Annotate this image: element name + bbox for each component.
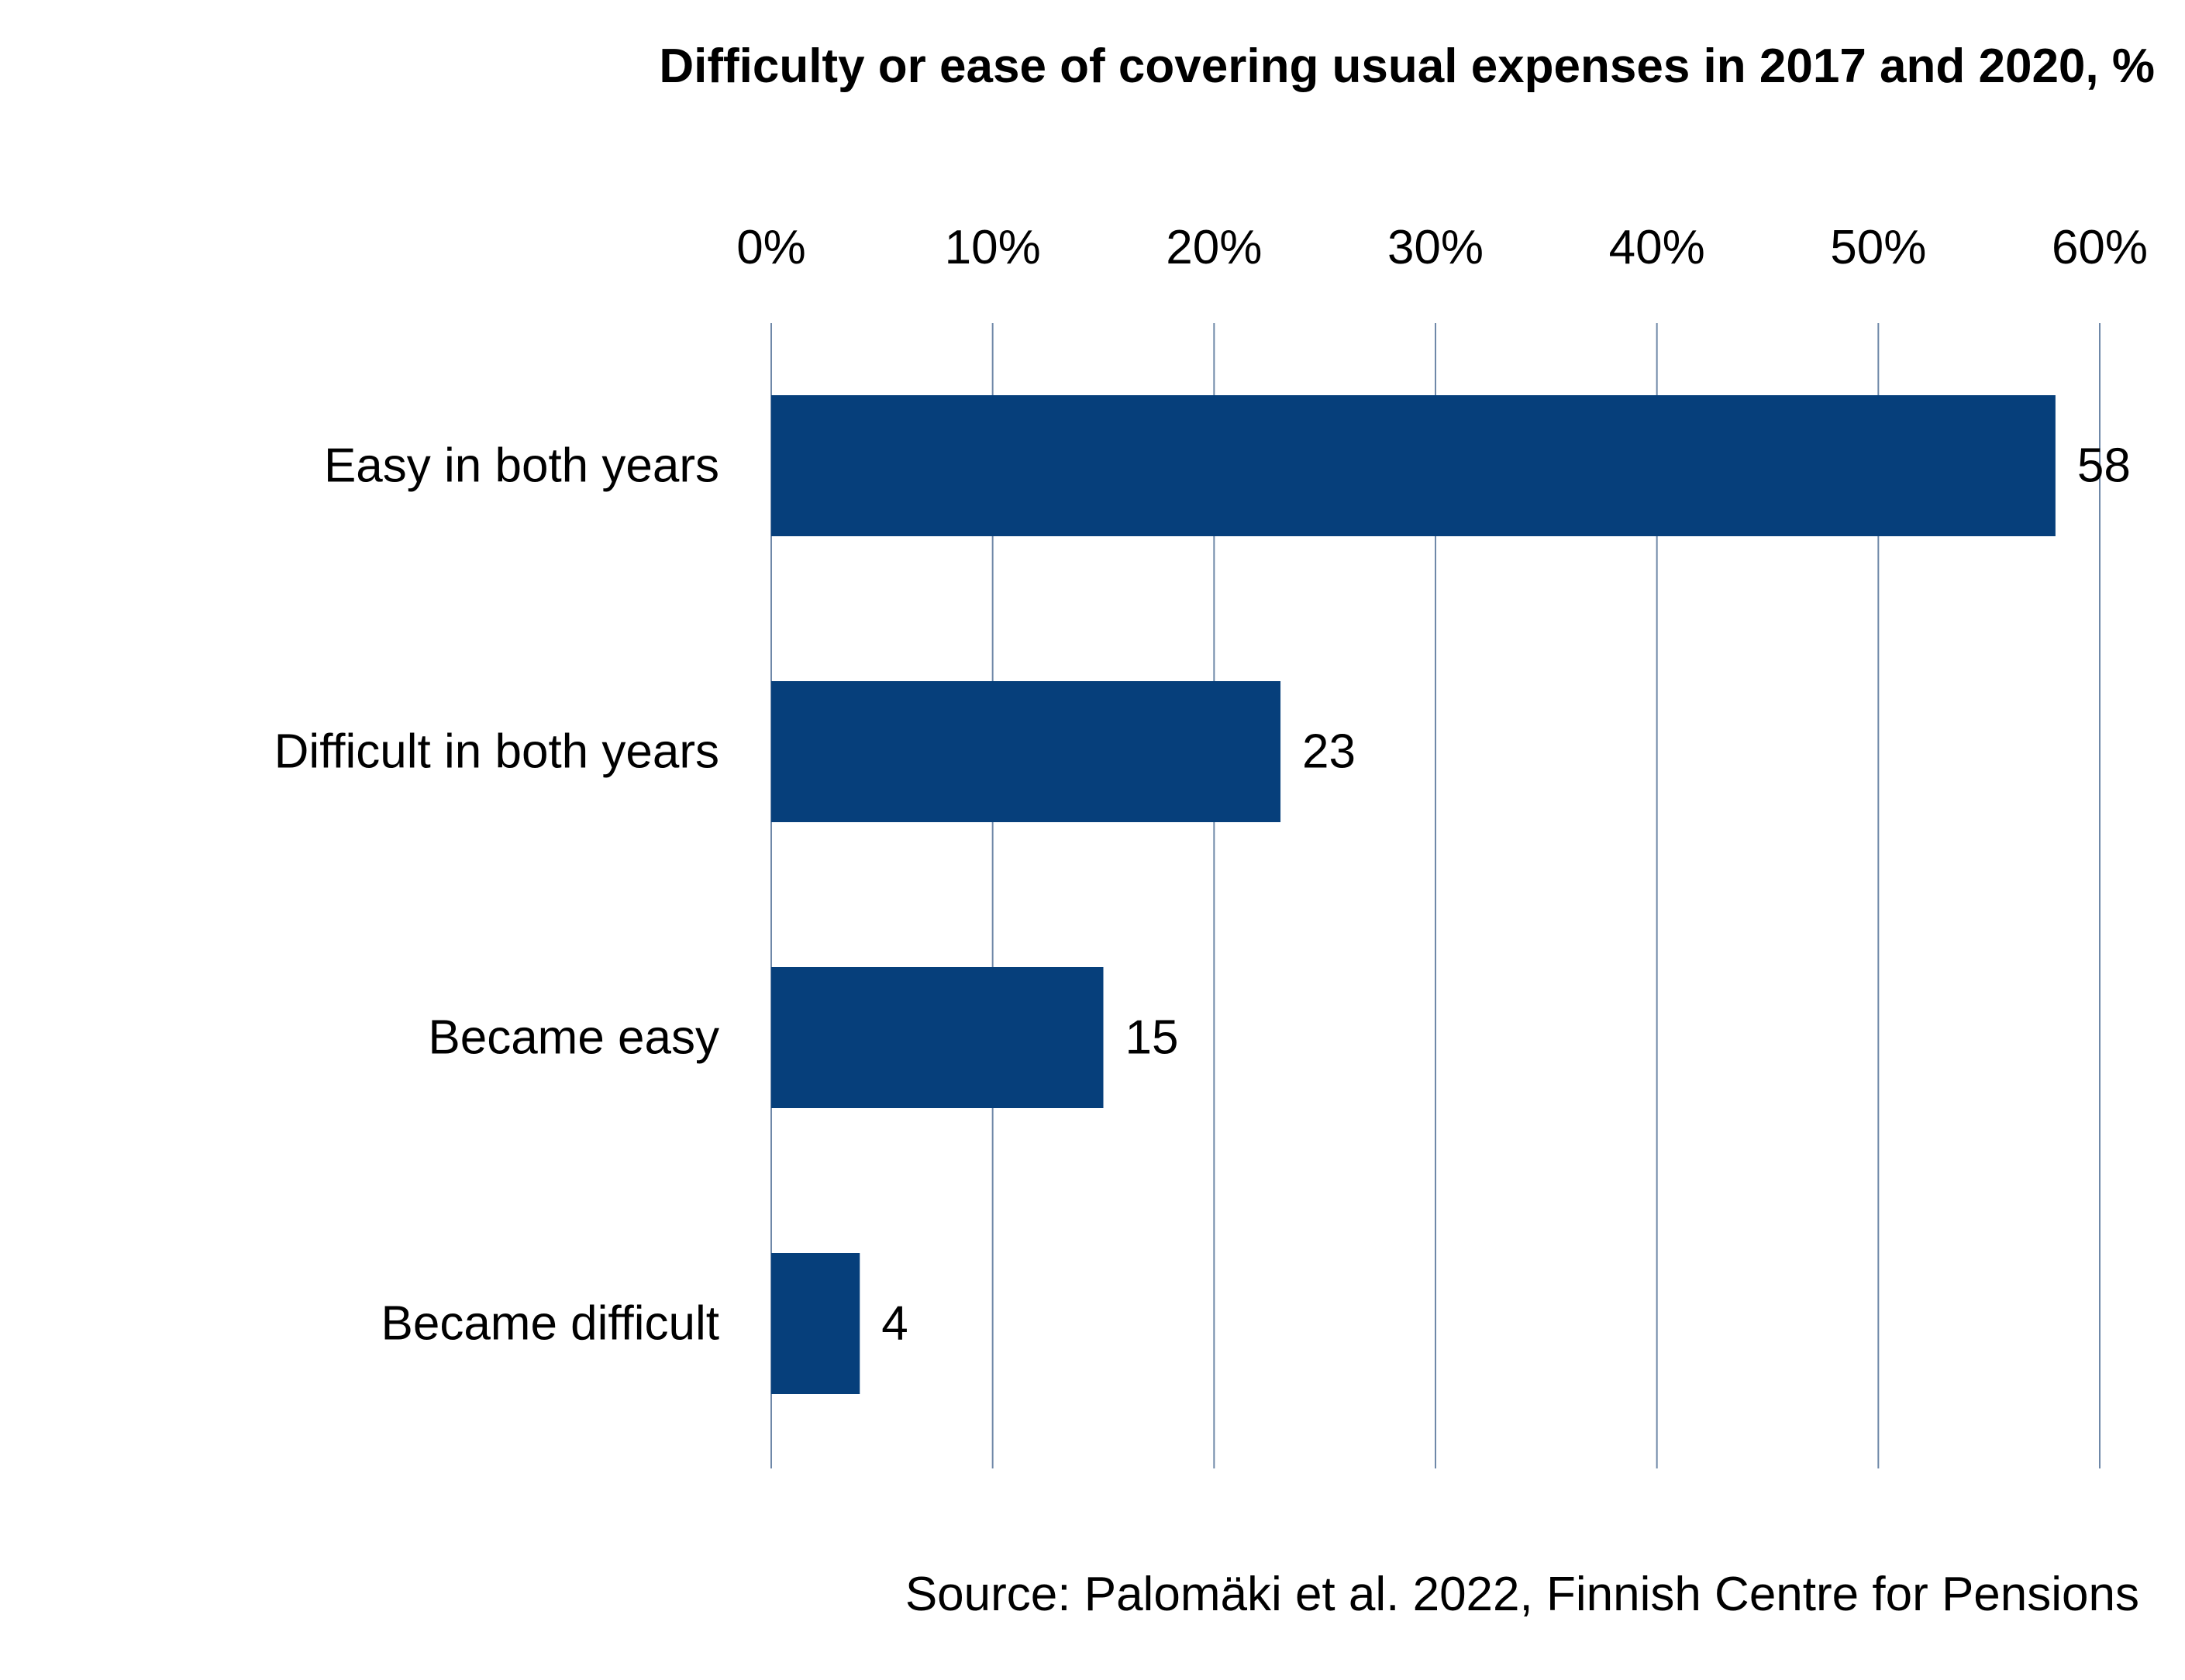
tick-label-0: 0% [736, 221, 806, 274]
category-label-became-easy: Became easy [428, 1011, 719, 1065]
tick-label-30: 30% [1387, 221, 1484, 274]
category-label-easy-in-both-years: Easy in both years [324, 439, 719, 493]
tick-label-50: 50% [1830, 221, 1926, 274]
category-labels: Easy in both years Difficult in both year… [274, 439, 719, 1351]
value-label-easy-in-both-years: 58 [2077, 439, 2131, 493]
value-labels: 58 23 15 4 [881, 439, 2131, 1351]
tick-label-60: 60% [2052, 221, 2148, 274]
chart-title: Difficulty or ease of covering usual exp… [659, 40, 2155, 93]
bar-became-difficult [771, 1253, 860, 1394]
value-label-difficult-in-both-years: 23 [1302, 725, 1356, 779]
bar-difficult-in-both-years [771, 681, 1281, 822]
bars [771, 395, 2056, 1394]
source-note: Source: Palomäki et al. 2022, Finnish Ce… [905, 1568, 2139, 1621]
category-label-difficult-in-both-years: Difficult in both years [274, 725, 719, 779]
x-axis-ticks: 0% 10% 20% 30% 40% 50% 60% [736, 221, 2148, 274]
bar-easy-in-both-years [771, 395, 2056, 536]
value-label-became-easy: 15 [1125, 1011, 1179, 1065]
tick-label-10: 10% [945, 221, 1041, 274]
category-label-became-difficult: Became difficult [381, 1297, 719, 1351]
bar-became-easy [771, 967, 1104, 1108]
tick-label-20: 20% [1166, 221, 1262, 274]
tick-label-40: 40% [1609, 221, 1705, 274]
value-label-became-difficult: 4 [881, 1297, 908, 1351]
